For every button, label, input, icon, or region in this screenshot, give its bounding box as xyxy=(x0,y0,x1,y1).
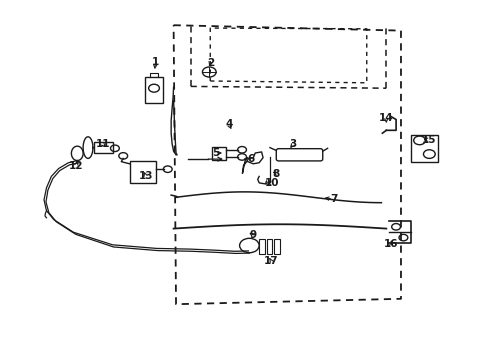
Text: 5: 5 xyxy=(212,148,219,158)
Text: 11: 11 xyxy=(95,139,110,149)
Text: 3: 3 xyxy=(289,139,296,149)
FancyBboxPatch shape xyxy=(145,77,163,103)
FancyBboxPatch shape xyxy=(410,135,437,162)
Text: 6: 6 xyxy=(247,154,254,164)
Text: 17: 17 xyxy=(264,256,278,266)
FancyBboxPatch shape xyxy=(273,239,279,254)
Text: 7: 7 xyxy=(329,194,337,204)
Text: 2: 2 xyxy=(206,58,213,68)
Text: 9: 9 xyxy=(249,230,256,240)
Text: 15: 15 xyxy=(421,135,436,145)
Text: 4: 4 xyxy=(224,119,232,129)
Text: 8: 8 xyxy=(272,168,279,179)
FancyBboxPatch shape xyxy=(266,239,272,254)
FancyBboxPatch shape xyxy=(212,147,225,160)
FancyBboxPatch shape xyxy=(129,161,156,183)
FancyBboxPatch shape xyxy=(259,239,264,254)
Text: 1: 1 xyxy=(152,57,159,67)
Text: 16: 16 xyxy=(383,239,398,249)
Text: 10: 10 xyxy=(264,178,279,188)
Text: 12: 12 xyxy=(69,161,83,171)
Text: 14: 14 xyxy=(378,113,393,123)
FancyBboxPatch shape xyxy=(94,142,113,153)
Text: 13: 13 xyxy=(138,171,153,181)
FancyBboxPatch shape xyxy=(276,149,322,161)
